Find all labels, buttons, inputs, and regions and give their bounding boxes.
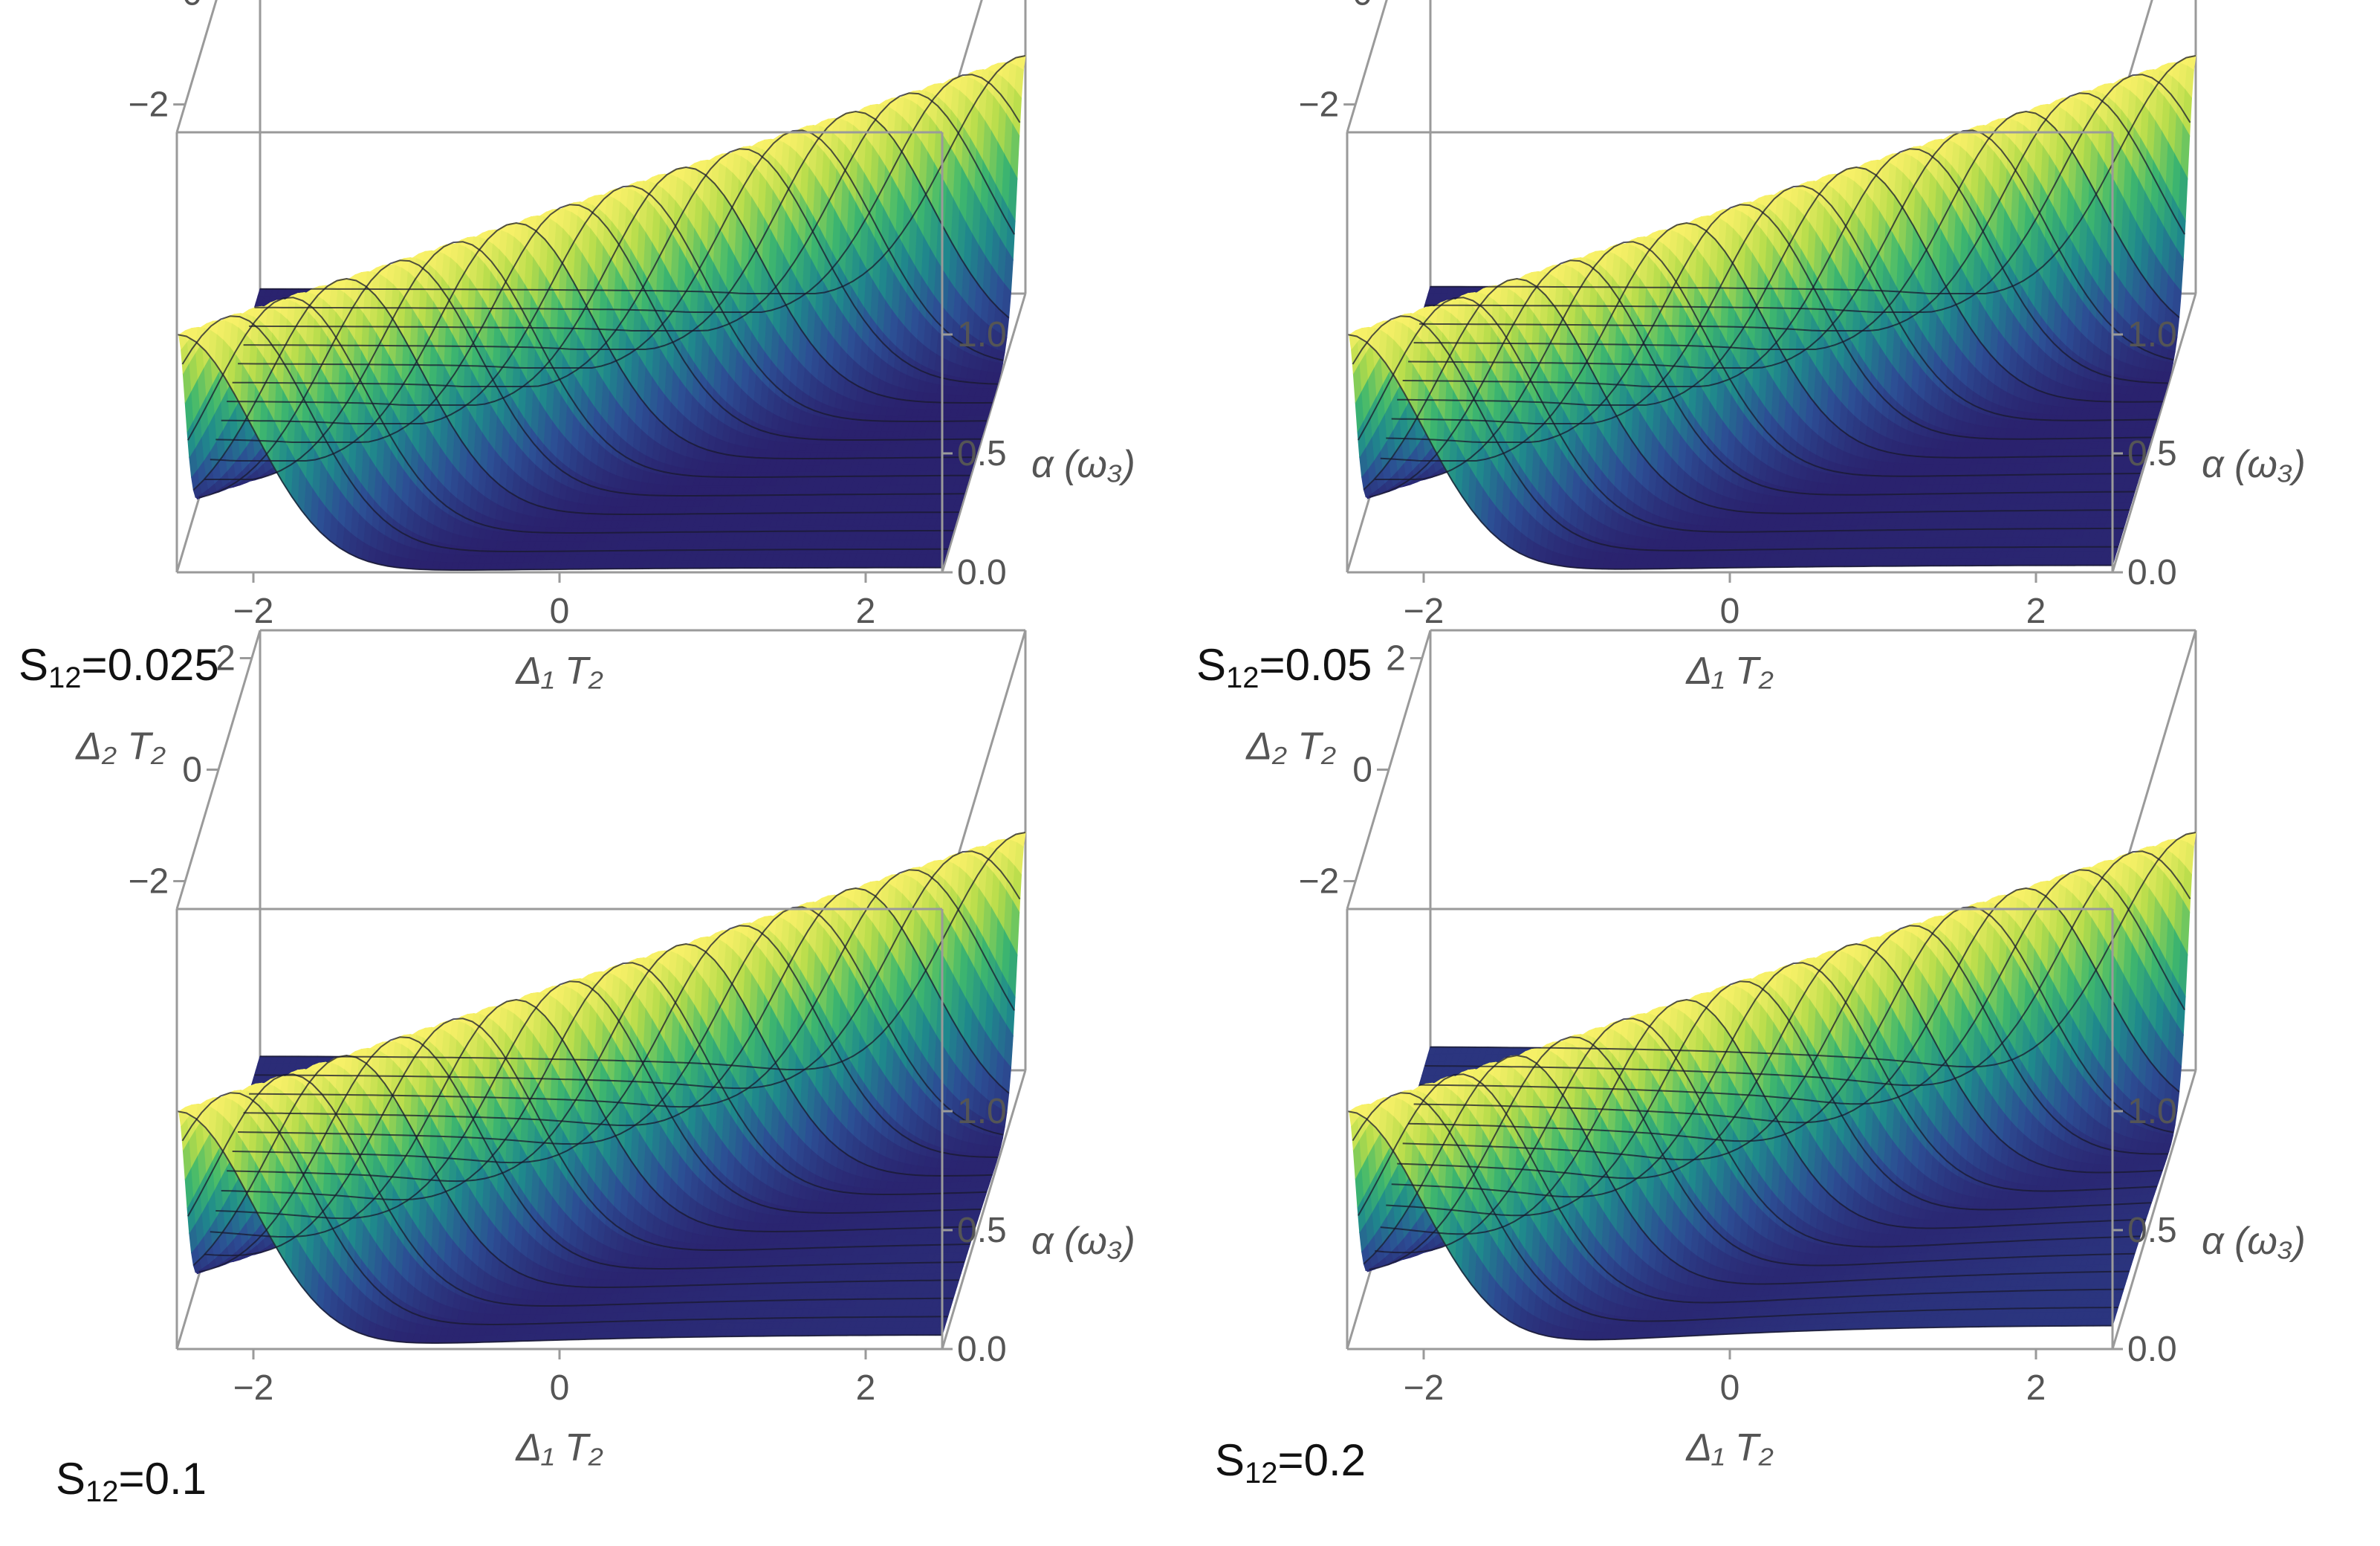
x-axis-label: Δ₁ T₂	[514, 650, 603, 693]
box-edge	[1346, 0, 1388, 133]
z-tick-label: 1.0	[957, 315, 1007, 355]
box-edge	[175, 0, 218, 133]
z-tick-label: 0.0	[957, 553, 1007, 592]
box-edge	[941, 293, 1027, 573]
x-tick-label: −2	[233, 592, 274, 631]
y-tick-label: −2	[128, 85, 169, 125]
x-tick-label: 2	[856, 592, 876, 631]
caption-subscript: 12	[48, 662, 82, 694]
y-tick-label: 0	[182, 0, 202, 13]
z-axis-label: α (ω₃)	[1031, 443, 1135, 486]
caption-value: =0.025	[81, 640, 219, 690]
caption-symbol: S	[19, 640, 49, 690]
x-tick-label: 0	[550, 592, 570, 631]
z-tick-label: 0.5	[957, 434, 1007, 473]
surface	[176, 55, 1026, 571]
panel-caption: S12=0.025	[19, 639, 219, 695]
